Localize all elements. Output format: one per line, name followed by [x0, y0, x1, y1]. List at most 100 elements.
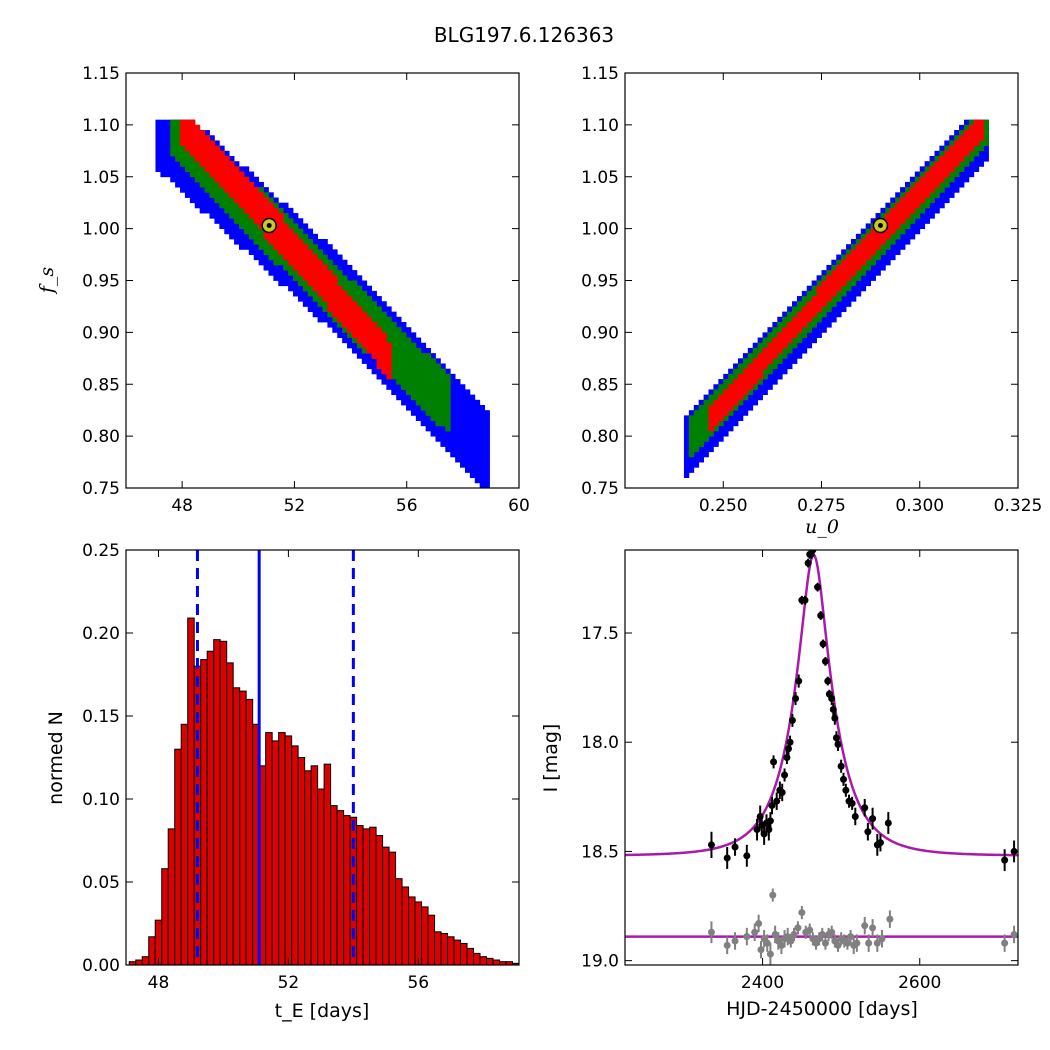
x-tick-label: 0.250 [699, 496, 748, 516]
heatmap-cell [288, 259, 294, 266]
heatmap-cell [924, 187, 930, 193]
heatmap-cell [386, 368, 392, 375]
heatmap-cell [253, 202, 260, 209]
heatmap-cell [841, 275, 847, 281]
heatmap-cell [248, 223, 255, 230]
heatmap-cell [900, 233, 906, 240]
heatmap-cell [229, 181, 235, 188]
heatmap-cell [229, 187, 235, 193]
heatmap-cell [968, 145, 975, 152]
heatmap-cell [194, 171, 201, 178]
heatmap-cell [762, 384, 768, 390]
heatmap-cell [312, 275, 318, 281]
heatmap-cell [194, 156, 201, 162]
heatmap-cell [698, 446, 704, 453]
heatmap-cell [356, 353, 363, 359]
heatmap-cell [184, 161, 191, 167]
heatmap-cell [772, 322, 778, 328]
heatmap-cell [460, 394, 466, 401]
heatmap-cell [371, 353, 377, 359]
heatmap-cell [297, 249, 304, 255]
heatmap-cell [435, 368, 441, 375]
heatmap-cell [816, 311, 822, 318]
heatmap-cell [361, 290, 368, 297]
heatmap-cell [479, 415, 486, 421]
heatmap-cell [885, 244, 891, 250]
heatmap-cell [224, 171, 230, 178]
heatmap-cell [973, 150, 980, 157]
heatmap-cell [900, 223, 906, 230]
heatmap-cell [391, 342, 397, 349]
heatmap-cell [263, 187, 269, 193]
heatmap-cell [870, 218, 876, 224]
heatmap-cell [841, 270, 847, 276]
heatmap-cell [455, 456, 461, 463]
heatmap-cell [347, 316, 353, 323]
heatmap-cell [905, 223, 911, 230]
histogram-bar [401, 886, 410, 966]
heatmap-cell [757, 389, 763, 396]
heatmap-cell [361, 358, 368, 364]
heatmap-cell [723, 425, 729, 432]
heatmap-cell [450, 430, 456, 437]
heatmap-cell [924, 197, 930, 204]
heatmap-cell [811, 285, 817, 292]
heatmap-cell [175, 145, 181, 152]
heatmap-cell [683, 420, 690, 427]
heatmap-cell [253, 249, 260, 255]
heatmap-cell [762, 389, 768, 396]
heatmap-cell [302, 223, 309, 230]
data-point [821, 939, 829, 947]
heatmap-cell [214, 202, 220, 209]
heatmap-cell [484, 446, 490, 453]
heatmap-cell [248, 192, 255, 198]
heatmap-cell [895, 249, 901, 255]
heatmap-cell [693, 446, 700, 453]
heatmap-cell [484, 477, 490, 484]
heatmap-cell [371, 358, 377, 364]
heatmap-cell [737, 379, 744, 385]
heatmap-cell [929, 187, 935, 193]
heatmap-cell [420, 420, 427, 427]
heatmap-cell [464, 389, 471, 396]
heatmap-cell [214, 197, 220, 204]
heatmap-cell [772, 337, 778, 344]
heatmap-cell [841, 290, 847, 297]
heatmap-cell [425, 363, 431, 370]
heatmap-cell [307, 270, 314, 276]
heatmap-cell [327, 254, 333, 261]
heatmap-cell [723, 394, 729, 401]
heatmap-cell [396, 394, 402, 401]
heatmap-cell [425, 358, 431, 364]
heatmap-cell [224, 218, 230, 224]
heatmap-cell [307, 228, 314, 235]
confidence-band-red [180, 119, 392, 380]
heatmap-cell [836, 270, 842, 276]
heatmap-cell [811, 332, 817, 338]
histogram-bar [219, 640, 228, 966]
heatmap-cell [787, 342, 793, 349]
heatmap-cell [455, 430, 461, 437]
heatmap-cell [234, 171, 240, 178]
heatmap-cell [919, 202, 926, 209]
heatmap-cell [224, 213, 230, 219]
heatmap-cell [381, 373, 387, 380]
heatmap-cell [757, 337, 763, 344]
heatmap-cell [826, 316, 832, 323]
heatmap-cell [386, 327, 392, 333]
heatmap-cell [757, 347, 763, 354]
heatmap-cell [801, 301, 808, 307]
heatmap-cell [165, 140, 171, 147]
heatmap-cell [170, 124, 176, 131]
heatmap-cell [307, 301, 314, 307]
heatmap-cell [258, 187, 264, 193]
heatmap-cell [445, 405, 451, 411]
heatmap-cell [268, 213, 274, 219]
heatmap-cell [386, 316, 392, 323]
heatmap-cell [293, 228, 299, 235]
histogram-bar [245, 698, 254, 966]
heatmap-cell [410, 368, 417, 375]
heatmap-cell [293, 239, 299, 245]
heatmap-cell [479, 430, 486, 437]
heatmap-cell [816, 285, 822, 292]
